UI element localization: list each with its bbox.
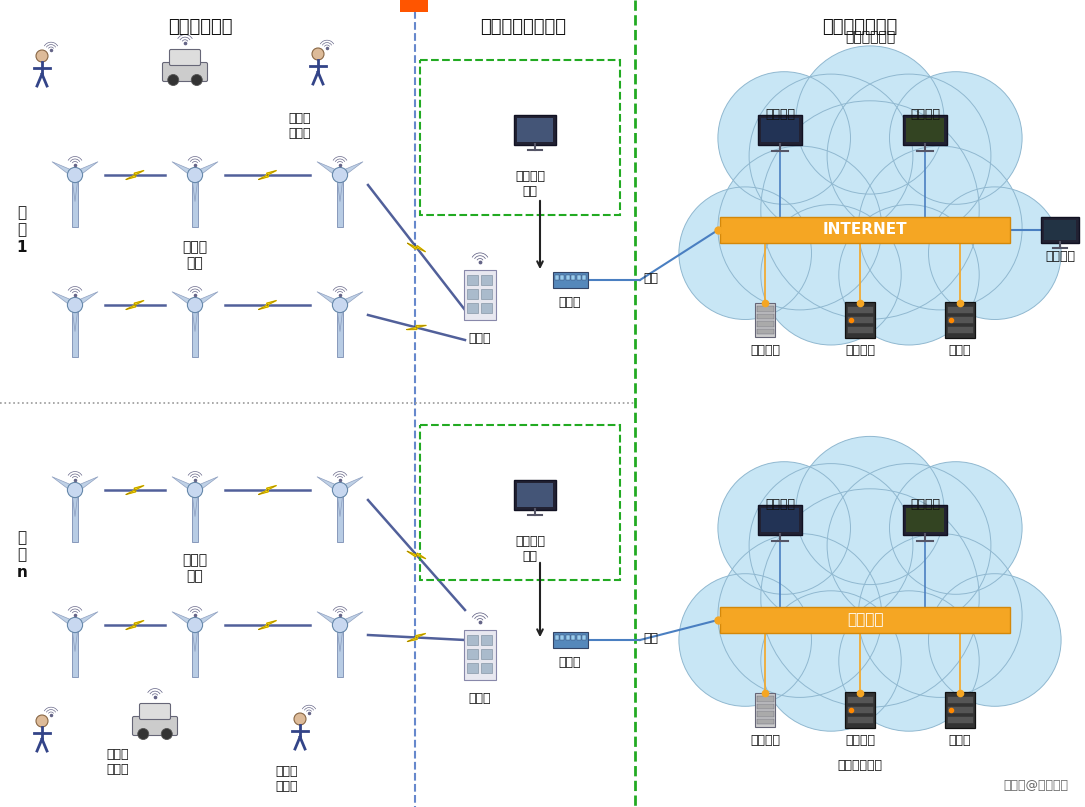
FancyBboxPatch shape [756, 718, 774, 724]
Polygon shape [317, 477, 342, 493]
Text: 风
场
n: 风 场 n [16, 530, 27, 580]
Text: 电网调度中心: 电网调度中心 [838, 759, 882, 772]
FancyBboxPatch shape [554, 635, 559, 640]
Text: 区域监控
管理: 区域监控 管理 [515, 535, 545, 563]
Polygon shape [192, 175, 199, 202]
FancyBboxPatch shape [467, 303, 478, 313]
Circle shape [679, 574, 812, 706]
FancyBboxPatch shape [467, 275, 478, 285]
Text: 调度指挥: 调度指挥 [910, 498, 940, 511]
FancyBboxPatch shape [947, 706, 972, 713]
FancyBboxPatch shape [903, 115, 947, 145]
Polygon shape [171, 477, 196, 493]
FancyBboxPatch shape [481, 275, 492, 285]
FancyBboxPatch shape [720, 607, 1010, 633]
Text: 光纤: 光纤 [643, 632, 658, 645]
Circle shape [827, 463, 991, 627]
Text: 升压站: 升压站 [469, 692, 492, 705]
Circle shape [890, 72, 1022, 204]
FancyBboxPatch shape [467, 649, 478, 659]
Circle shape [332, 483, 347, 498]
Polygon shape [193, 161, 218, 178]
Circle shape [761, 205, 902, 345]
FancyBboxPatch shape [140, 704, 170, 720]
FancyBboxPatch shape [337, 305, 343, 358]
Polygon shape [72, 175, 78, 202]
Text: 监控中心: 监控中心 [765, 498, 795, 511]
FancyBboxPatch shape [582, 635, 586, 640]
Circle shape [718, 462, 851, 594]
FancyBboxPatch shape [481, 663, 492, 673]
Polygon shape [258, 300, 277, 310]
Polygon shape [336, 175, 343, 202]
Polygon shape [74, 291, 98, 308]
FancyBboxPatch shape [464, 630, 496, 680]
Text: 安全中心: 安全中心 [750, 734, 780, 747]
Polygon shape [336, 305, 343, 332]
Text: 风场宽带专网: 风场宽带专网 [168, 18, 232, 36]
FancyBboxPatch shape [467, 635, 478, 645]
FancyBboxPatch shape [720, 217, 1010, 243]
Polygon shape [336, 625, 343, 651]
Circle shape [858, 146, 1022, 310]
Polygon shape [317, 291, 342, 308]
Circle shape [929, 187, 1061, 320]
FancyBboxPatch shape [337, 625, 343, 677]
Text: 安全中心: 安全中心 [750, 344, 780, 357]
FancyBboxPatch shape [481, 303, 492, 313]
FancyBboxPatch shape [192, 175, 197, 228]
Circle shape [294, 713, 306, 725]
FancyBboxPatch shape [72, 490, 78, 542]
Text: 数据中心: 数据中心 [845, 734, 875, 747]
Text: 区域监控
管理: 区域监控 管理 [515, 170, 545, 198]
Polygon shape [72, 625, 78, 651]
FancyBboxPatch shape [756, 313, 774, 319]
FancyBboxPatch shape [192, 490, 197, 542]
Polygon shape [52, 291, 77, 308]
Circle shape [138, 729, 149, 739]
FancyBboxPatch shape [756, 328, 774, 334]
FancyBboxPatch shape [565, 635, 570, 640]
FancyBboxPatch shape [518, 119, 553, 142]
Polygon shape [126, 300, 144, 310]
Polygon shape [193, 477, 218, 493]
Text: 运维管理: 运维管理 [1045, 250, 1075, 263]
FancyBboxPatch shape [756, 704, 774, 709]
Circle shape [761, 489, 979, 707]
Circle shape [839, 205, 979, 345]
Text: 巡检运
维人员: 巡检运 维人员 [289, 112, 311, 140]
FancyBboxPatch shape [576, 635, 580, 640]
Circle shape [890, 462, 1022, 594]
Circle shape [191, 74, 202, 86]
FancyBboxPatch shape [481, 635, 492, 645]
Polygon shape [408, 243, 425, 252]
Polygon shape [407, 325, 426, 329]
Polygon shape [74, 612, 98, 628]
FancyBboxPatch shape [756, 711, 774, 717]
Text: 智能化
风机: 智能化 风机 [182, 553, 207, 583]
Circle shape [827, 74, 991, 238]
Polygon shape [339, 161, 363, 178]
FancyBboxPatch shape [514, 115, 556, 144]
FancyBboxPatch shape [163, 62, 207, 82]
FancyBboxPatch shape [560, 635, 564, 640]
FancyBboxPatch shape [945, 302, 974, 338]
Polygon shape [339, 291, 363, 308]
FancyBboxPatch shape [467, 663, 478, 673]
FancyBboxPatch shape [906, 118, 944, 142]
Text: 远程监控系统: 远程监控系统 [845, 31, 895, 44]
Circle shape [679, 187, 812, 320]
Text: 交换机: 交换机 [559, 296, 582, 309]
Circle shape [67, 483, 82, 498]
Text: 监控中心: 监控中心 [765, 108, 795, 121]
Polygon shape [72, 490, 78, 516]
Polygon shape [192, 305, 199, 332]
FancyBboxPatch shape [467, 289, 478, 299]
Text: 巡检运
维车辆: 巡检运 维车辆 [106, 748, 129, 776]
Text: 搜狐号@中讯慧通: 搜狐号@中讯慧通 [1003, 779, 1068, 792]
FancyBboxPatch shape [400, 0, 427, 12]
Circle shape [749, 463, 912, 627]
FancyBboxPatch shape [847, 716, 872, 723]
FancyBboxPatch shape [132, 717, 178, 735]
